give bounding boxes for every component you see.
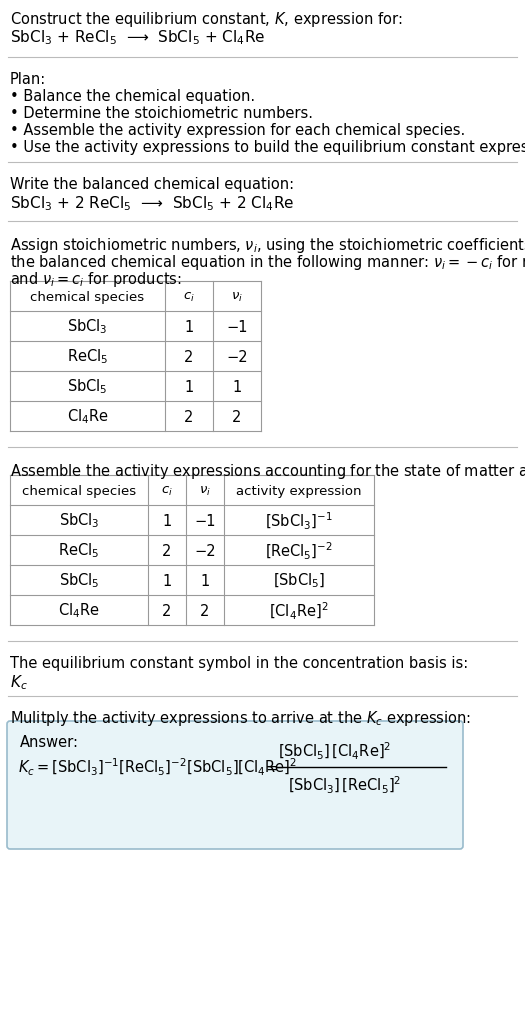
- Text: 2: 2: [201, 603, 209, 618]
- Text: Assemble the activity expressions accounting for the state of matter and $\nu_i$: Assemble the activity expressions accoun…: [10, 462, 525, 480]
- Text: [ReCl$_5$]$^{-2}$: [ReCl$_5$]$^{-2}$: [265, 540, 333, 561]
- Text: $[\mathrm{SbCl_3}]\,[\mathrm{ReCl_5}]^2$: $[\mathrm{SbCl_3}]\,[\mathrm{ReCl_5}]^2$: [288, 773, 401, 795]
- Text: Cl$_4$Re: Cl$_4$Re: [67, 407, 108, 426]
- Text: 2: 2: [184, 349, 194, 364]
- Text: −1: −1: [194, 513, 216, 528]
- Text: • Determine the stoichiometric numbers.: • Determine the stoichiometric numbers.: [10, 106, 313, 121]
- Text: −1: −1: [226, 319, 248, 335]
- Text: ReCl$_5$: ReCl$_5$: [58, 541, 100, 560]
- Text: $[\mathrm{SbCl_5}]\,[\mathrm{Cl_4Re}]^2$: $[\mathrm{SbCl_5}]\,[\mathrm{Cl_4Re}]^2$: [278, 740, 391, 761]
- Text: chemical species: chemical species: [30, 290, 144, 303]
- Text: • Balance the chemical equation.: • Balance the chemical equation.: [10, 89, 255, 104]
- Text: [SbCl$_3$]$^{-1}$: [SbCl$_3$]$^{-1}$: [265, 510, 333, 531]
- Text: 1: 1: [184, 379, 194, 394]
- Text: Answer:: Answer:: [20, 734, 79, 749]
- Text: 1: 1: [184, 319, 194, 335]
- Text: 1: 1: [162, 573, 172, 588]
- Text: SbCl$_5$: SbCl$_5$: [59, 571, 99, 589]
- Text: Mulitply the activity expressions to arrive at the $K_c$ expression:: Mulitply the activity expressions to arr…: [10, 709, 471, 727]
- Text: $K_c$: $K_c$: [10, 672, 28, 691]
- FancyBboxPatch shape: [7, 721, 463, 849]
- Text: Assign stoichiometric numbers, $\nu_i$, using the stoichiometric coefficients, $: Assign stoichiometric numbers, $\nu_i$, …: [10, 236, 525, 255]
- Text: $\nu_i$: $\nu_i$: [231, 290, 243, 303]
- Text: and $\nu_i = c_i$ for products:: and $\nu_i = c_i$ for products:: [10, 270, 182, 289]
- Text: the balanced chemical equation in the following manner: $\nu_i = -c_i$ for react: the balanced chemical equation in the fo…: [10, 253, 525, 272]
- Text: 2: 2: [232, 409, 242, 424]
- Text: 1: 1: [162, 513, 172, 528]
- Text: SbCl$_3$ + 2 ReCl$_5$  ⟶  SbCl$_5$ + 2 Cl$_4$Re: SbCl$_3$ + 2 ReCl$_5$ ⟶ SbCl$_5$ + 2 Cl$…: [10, 194, 295, 212]
- Text: • Use the activity expressions to build the equilibrium constant expression.: • Use the activity expressions to build …: [10, 140, 525, 155]
- Text: $K_c = [\mathrm{SbCl_3}]^{-1}[\mathrm{ReCl_5}]^{-2}[\mathrm{SbCl_5}][\mathrm{Cl_: $K_c = [\mathrm{SbCl_3}]^{-1}[\mathrm{Re…: [18, 755, 297, 776]
- Text: 2: 2: [184, 409, 194, 424]
- Text: SbCl$_3$: SbCl$_3$: [59, 512, 99, 530]
- Text: • Assemble the activity expression for each chemical species.: • Assemble the activity expression for e…: [10, 123, 465, 137]
- Text: SbCl$_3$ + ReCl$_5$  ⟶  SbCl$_5$ + Cl$_4$Re: SbCl$_3$ + ReCl$_5$ ⟶ SbCl$_5$ + Cl$_4$R…: [10, 28, 265, 47]
- Text: 1: 1: [201, 573, 209, 588]
- Text: [Cl$_4$Re]$^2$: [Cl$_4$Re]$^2$: [269, 600, 329, 621]
- Text: 2: 2: [162, 603, 172, 618]
- Text: $c_i$: $c_i$: [161, 484, 173, 497]
- Text: $=$: $=$: [263, 758, 279, 773]
- Text: −2: −2: [226, 349, 248, 364]
- Text: [SbCl$_5$]: [SbCl$_5$]: [273, 571, 325, 589]
- Text: 2: 2: [162, 543, 172, 558]
- Text: Construct the equilibrium constant, $K$, expression for:: Construct the equilibrium constant, $K$,…: [10, 10, 403, 29]
- Text: The equilibrium constant symbol in the concentration basis is:: The equilibrium constant symbol in the c…: [10, 655, 468, 670]
- Text: $\nu_i$: $\nu_i$: [199, 484, 211, 497]
- Text: 1: 1: [233, 379, 242, 394]
- Text: $c_i$: $c_i$: [183, 290, 195, 303]
- Text: Plan:: Plan:: [10, 72, 46, 87]
- Text: SbCl$_5$: SbCl$_5$: [67, 377, 108, 396]
- Text: activity expression: activity expression: [236, 484, 362, 497]
- Text: Write the balanced chemical equation:: Write the balanced chemical equation:: [10, 177, 294, 192]
- Text: −2: −2: [194, 543, 216, 558]
- Text: ReCl$_5$: ReCl$_5$: [67, 348, 108, 366]
- Text: Cl$_4$Re: Cl$_4$Re: [58, 602, 100, 620]
- Text: SbCl$_3$: SbCl$_3$: [67, 317, 108, 336]
- Text: chemical species: chemical species: [22, 484, 136, 497]
